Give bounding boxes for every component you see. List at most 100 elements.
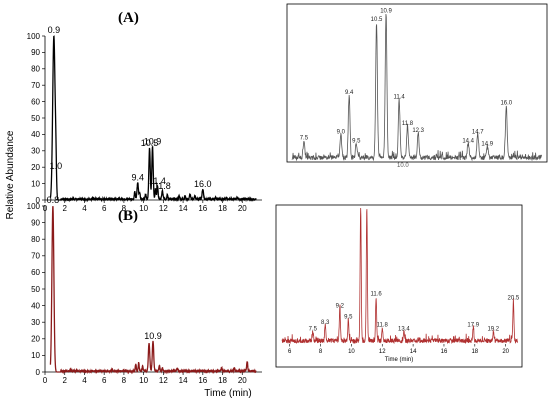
panel-b-peak-label: 10.9 [144,331,162,341]
panel-b-y-tick-label: 80 [31,235,40,244]
panel-b-inset-trace [281,207,519,345]
panel-b-inset-x-tick-label: 8 [319,349,323,355]
panel-a-inset-peak-label: 10.9 [380,8,392,14]
panel-a-inset-peak-label: 9.0 [337,130,346,136]
panel-b-inset-peak-label: 7.5 [309,327,318,333]
panel-b-y-tick-label: 30 [31,318,40,327]
panel-a-x-tick-label: 18 [218,204,227,213]
panel-a-peak-label: 11.4 [149,176,166,186]
panel-a-peak-label: 11.8 [154,181,171,191]
panel-b-inset-peak-label: 9.5 [344,314,353,320]
panel-a-y-tick-label: 20 [31,163,40,172]
panel-a-y-tick-label: 50 [31,114,40,123]
panel-b-y-tick-label: 60 [31,268,40,277]
panel-a-trace [49,35,257,203]
panel-a-inset-peak-label: 14.7 [472,130,484,136]
panel-a-inset-peak-label: 14.9 [481,141,493,147]
panel-a: (A) 010203040506070809010002468101214161… [27,3,548,213]
panel-b-inset-frame [275,204,523,368]
panel-b-x-tick-label: 0 [43,376,48,385]
panel-b-inset-peak-label: 13.4 [398,327,410,333]
panel-b-inset-axis: 6 8 10 12 14 16 18 20 [288,344,510,355]
panel-a-inset-peak-label: 9.4 [345,90,354,96]
panel-b-inset-x-tick-label: 20 [502,349,509,355]
panel-a-inset-peak-label: 14.4 [462,138,474,144]
panel-b-inset-x-tick-label: 12 [379,349,386,355]
panel-b-inset-peak-label: 11.6 [370,291,382,297]
panel-b-inset-x-tick-label: 6 [288,349,292,355]
panel-b-inset-peak-label: 11.8 [377,323,389,329]
panel-a-y-tick-label: 10 [31,179,40,188]
panel-a-y-tick-label: 100 [27,32,41,41]
panel-a-inset-peak-label: 9.5 [352,138,361,144]
panel-a-x-tick-label: 10 [139,204,148,213]
panel-b-label: (B) [118,208,138,224]
panel-b-inset-peak-label: 17.9 [467,323,479,329]
panel-b-inset-peak-label: 19.2 [487,327,499,333]
panel-b-inset-axis-title: Time (min) [385,357,413,363]
panel-a-inset-peak-label: 7.5 [300,135,309,141]
panel-a-inset-peak-labels: 7.5 9.0 9.4 9.5 10.5 10.9 11.4 11.812.3 14.4 14.7… [300,8,513,147]
panel-b-x-tick-label: 6 [102,376,107,385]
panel-a-x-tick-label: 8 [122,204,127,213]
panel-a-x-tick-label: 20 [238,204,247,213]
panel-b-x-tick-label: 18 [218,376,227,385]
panel-a-x-tick-label: 4 [82,204,87,213]
panel-a-inset-peak-label: 11.8 [402,121,414,127]
panel-b-y-tick-label: 40 [31,301,40,310]
panel-b-peak-labels: 0.8 10.9 [47,195,162,341]
panel-b-inset-peak-label: 9.2 [336,304,345,310]
panel-b-inset: 7.58.3 9.2 9.5 11.6 11.8 13.4 17.9 19.2 20.5 6 8 1… [275,204,523,368]
panel-a-inset-trace [291,13,543,162]
panel-a-y-tick-label: 60 [31,97,40,106]
panel-b-x-tick-label: 4 [82,376,87,385]
panel-b-inset-peak-label: 8.3 [321,320,330,326]
panel-b-x-tick-label: 2 [63,376,68,385]
panel-b-x-tick-label: 14 [179,376,188,385]
panel-a-y-tick-label: 90 [31,48,40,57]
panel-b-inset-x-tick-label: 18 [471,349,478,355]
y-axis-title: Relative Abundance [5,130,16,219]
panel-b-y-tick-label: 90 [31,218,40,227]
panel-a-inset-peak-label: 10.5 [371,17,383,23]
panel-b-y-tick-label: 100 [27,202,41,211]
panel-a-y-tick-label: 70 [31,81,40,90]
x-axis-title: Time (min) [204,388,251,399]
panel-a-inset-tick-label: 10.0 [397,163,409,169]
panel-b-inset-x-tick-label: 14 [410,349,417,355]
panel-a-x-tick-label: 2 [63,204,68,213]
panel-b-inset-peak-labels: 7.58.3 9.2 9.5 11.6 11.8 13.4 17.9 19.2 20.5 [309,291,520,332]
panel-a-inset-peak-label: 16.0 [500,100,512,106]
panel-a-x-tick-label: 16 [198,204,207,213]
panel-b-axes: 0 10 20 30 40 50 60 70 80 90 100 0 2 4 6 8 10 12 14 16 18 20 [27,202,262,385]
panel-b-y-tick-label: 70 [31,252,40,261]
panel-a-y-tick-label: 80 [31,65,40,74]
panel-b-x-tick-label: 12 [159,376,168,385]
panel-b-x-tick-label: 16 [198,376,207,385]
panel-b-trace [49,206,257,375]
panel-b-x-tick-label: 20 [238,376,247,385]
panel-b-inset-x-tick-label: 10 [348,349,355,355]
panel-b-inset-x-tick-label: 16 [441,349,448,355]
panel-a-peak-label: 10.9 [144,137,162,147]
panel-a-x-tick-label: 12 [159,204,168,213]
panel-a-peak-label: 16.0 [194,179,212,189]
panel-a-inset: 7.5 9.0 9.4 9.5 10.5 10.9 11.4 11.812.3 14.4 14.7… [286,3,548,169]
panel-a-peak-label: 9.4 [131,173,144,183]
panel-a-inset-frame [286,3,548,163]
panel-b-y-tick-label: 0 [36,368,41,377]
panel-a-inset-peak-label: 11.4 [394,95,406,101]
panel-b-x-tick-label: 10 [139,376,148,385]
panel-b-peak-label: 0.8 [47,195,60,205]
panel-a-x-tick-label: 6 [102,204,107,213]
panel-b-y-tick-label: 10 [31,351,40,360]
panel-a-y-tick-label: 40 [31,130,40,139]
panel-a-peak-labels: 0.9 1.0 9.4 10.510.9 11.411.8 16.0 [48,25,212,191]
panel-a-y-tick-label: 30 [31,147,40,156]
panel-b-x-tick-label: 8 [122,376,127,385]
panel-a-y-tick-label: 0 [36,196,41,205]
panel-b-inset-peak-label: 20.5 [508,296,520,302]
